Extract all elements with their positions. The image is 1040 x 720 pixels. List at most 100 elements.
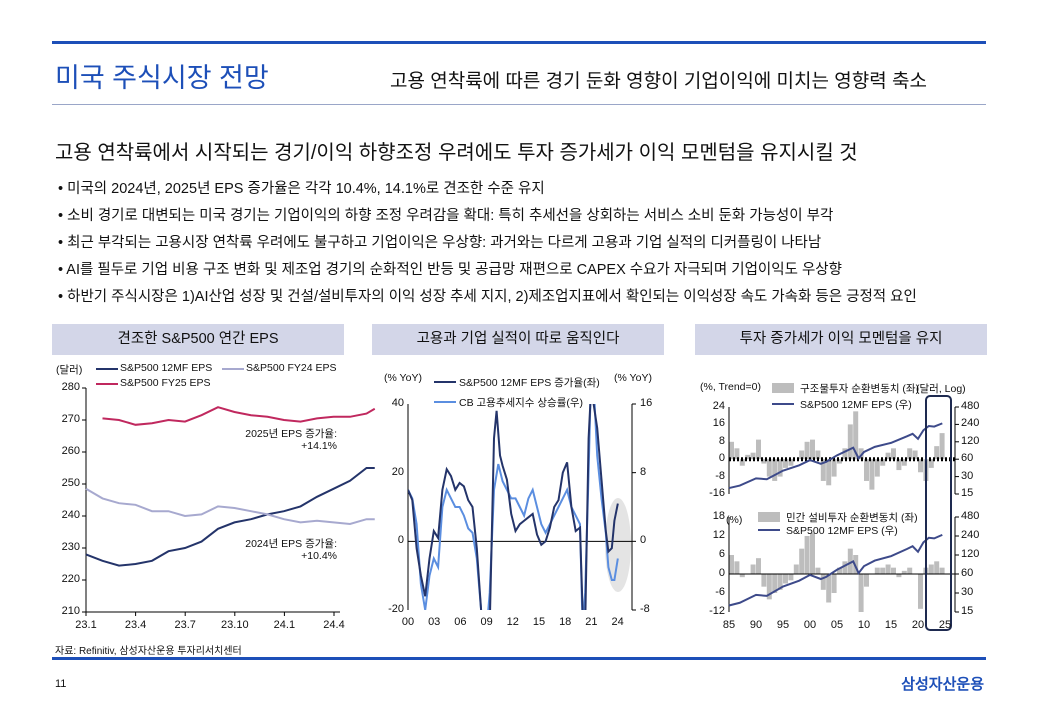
chart2-x-tick-label: 21 (585, 616, 598, 628)
chart3-bar (815, 567, 821, 574)
chart3-bar (907, 448, 913, 460)
chart3-right-tick-label: 240 (961, 529, 980, 541)
chart3-bar (885, 452, 891, 460)
chart3-x-tick-label: 95 (776, 619, 790, 631)
annotation: 2024년 EPS 증가율: (245, 538, 337, 550)
chart3-right-tick-label: 30 (961, 469, 974, 482)
chart3-bar (934, 561, 940, 574)
chart3-right-tick-label: 240 (961, 417, 980, 430)
chart3-bar (810, 532, 815, 574)
chart3-left-tick-label: 18 (712, 510, 725, 522)
chart3-eps-line (728, 422, 943, 490)
chart3-bar (729, 555, 734, 574)
chart3-bar (820, 459, 826, 481)
chart2-x-tick-label: 03 (428, 616, 441, 628)
chart3-left-tick-label: 0 (718, 452, 725, 465)
chart3-bar (901, 570, 907, 574)
chart1-y-tick-label: 270 (61, 413, 80, 425)
chart3-left-tick-label: -12 (709, 605, 725, 617)
annotation: 2025년 EPS 증가율: (245, 428, 337, 440)
chart3-bar (853, 411, 859, 460)
chart2-left-tick-label: -20 (388, 603, 404, 615)
chart3-bar (880, 459, 886, 466)
chart3-bar (783, 574, 788, 584)
chart1-title: 견조한 S&P500 연간 EPS (52, 324, 344, 355)
chart2-right-unit: (% YoY) (614, 372, 652, 384)
chart3-right-tick-label: 60 (961, 567, 974, 579)
chart1-series-line (102, 406, 376, 426)
highlight-ellipse (605, 498, 631, 592)
bullet-item: • AI를 필두로 기업 비용 구조 변화 및 제조업 경기의 순화적인 반등 … (58, 262, 842, 278)
header-divider (52, 104, 986, 105)
chart3-bar (837, 459, 842, 464)
chart3-bar (874, 459, 880, 477)
chart3-bar (734, 448, 740, 460)
chart3-eps-line (728, 533, 943, 607)
source-note: 자료: Refinitiv, 삼성자산운용 투자리서치센터 (55, 646, 242, 657)
chart3-left-tick-label: 8 (718, 434, 725, 447)
chart1-y-tick-label: 260 (61, 445, 80, 457)
chart3-bar (934, 446, 940, 460)
annotation: +14.1% (301, 440, 337, 452)
legend-label: S&P500 12MF EPS (우) (786, 525, 898, 537)
chart2-right-tick-label: 16 (640, 397, 653, 409)
chart2-left-tick-label: 0 (397, 534, 404, 547)
bullet-item: • 소비 경기로 대변되는 미국 경기는 기업이익의 하향 조정 우려감을 확대… (58, 208, 834, 224)
chart3-bar (847, 424, 853, 460)
chart3-bar (815, 450, 821, 460)
chart2-right-tick-label: -8 (640, 603, 650, 615)
chart1-series-line (85, 467, 375, 567)
chart1-x-tick-label: 23.4 (124, 619, 147, 631)
chart3-bar (842, 561, 848, 574)
chart3-left-tick-label: 16 (712, 417, 725, 430)
chart1-x-tick-label: 24.4 (323, 619, 345, 631)
chart1-x-tick-label: 23.7 (174, 619, 196, 631)
chart2-left-tick-label: 40 (391, 397, 404, 409)
legend-label: 구조물투자 순환변동치 (좌) (800, 383, 920, 395)
chart3-bar (739, 459, 745, 466)
chart3-bar (734, 561, 740, 574)
chart2-right-tick-label: 0 (640, 534, 647, 547)
chart3-bar (858, 574, 864, 612)
legend-label: S&P500 12MF EPS (우) (800, 399, 912, 411)
bullet-item: • 미국의 2024년, 2025년 EPS 증가율은 각각 10.4%, 14… (58, 181, 545, 197)
chart3-bar (766, 574, 772, 600)
chart3-left-tick-label: 6 (718, 548, 725, 560)
chart3-bar (831, 459, 837, 477)
chart3-bar (918, 459, 923, 473)
chart3-right-tick-label: 30 (961, 586, 974, 598)
chart3-bar (842, 448, 848, 460)
chart3-bar (880, 567, 886, 574)
chart3-bar (772, 574, 778, 593)
chart1-y-tick-label: 220 (61, 573, 80, 585)
chart1-y-tick-label: 250 (61, 477, 80, 489)
chart3-bar (837, 567, 842, 574)
chart3-bar (799, 450, 805, 460)
legend-swatch (772, 383, 794, 393)
chart3-left-tick-label: -6 (715, 586, 725, 598)
chart2-x-tick-label: 12 (506, 616, 519, 628)
legend-label: S&P500 12MF EPS (120, 362, 213, 374)
chart3-bar (826, 574, 832, 603)
chart2-x-tick-label: 09 (480, 616, 493, 628)
chart3-bar (928, 564, 934, 574)
chart3-bar (831, 574, 837, 593)
chart2-right-tick-label: 8 (640, 465, 647, 478)
chart3-bar (869, 459, 875, 490)
bullet-item: • 최근 부각되는 고용시장 연착륙 우려에도 불구하고 기업이익은 우상향: … (58, 235, 822, 251)
chart3-right-tick-label: 120 (961, 434, 980, 447)
chart3-right-tick-label: 60 (961, 452, 974, 465)
chart3-right-tick-label: 120 (961, 548, 980, 560)
footer-rule (52, 657, 986, 660)
chart2-title: 고용과 기업 실적이 따로 움직인다 (372, 324, 664, 355)
chart3-bar (804, 441, 810, 460)
chart3-left-tick-label: -16 (709, 487, 725, 499)
highlight-box (925, 395, 952, 631)
legend-label: 민간 설비투자 순환변동치 (좌) (786, 512, 918, 524)
chart3-top-unit: (%, Trend=0) (700, 381, 761, 393)
page-number: 11 (55, 678, 67, 690)
chart3-bar (891, 567, 896, 574)
chart3-right-tick-label: 480 (961, 510, 980, 522)
top-rule (52, 41, 986, 44)
company-logo: 삼성자산운용 (901, 676, 984, 693)
